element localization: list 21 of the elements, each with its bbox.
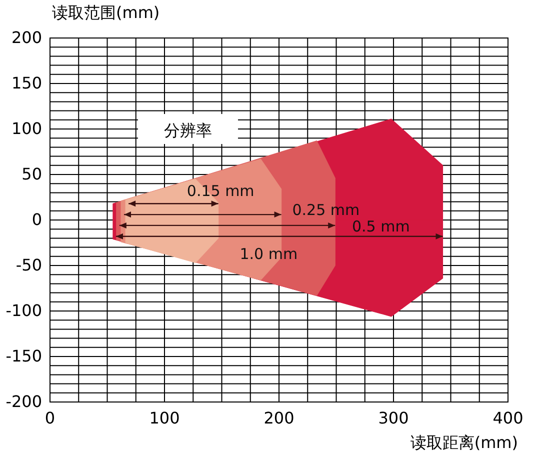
x-tick-label: 100 bbox=[149, 408, 180, 428]
x-tick-label: 0 bbox=[44, 408, 56, 428]
y-tick-label: 50 bbox=[22, 164, 42, 184]
annotation: 分辨率 bbox=[164, 121, 212, 140]
annotation: 1.0 mm bbox=[240, 244, 298, 263]
y-tick-label: 150 bbox=[11, 74, 42, 93]
y-tick-label: 200 bbox=[11, 28, 42, 48]
y-tick-label: 0 bbox=[32, 210, 42, 230]
x-tick-label: 400 bbox=[492, 408, 524, 428]
x-tick-label: 300 bbox=[378, 408, 409, 428]
y-tick-label: -150 bbox=[6, 346, 42, 366]
y-tick-label: 100 bbox=[11, 119, 42, 138]
y-tick-label: -200 bbox=[6, 392, 42, 412]
annotation: 0.25 mm bbox=[292, 201, 360, 220]
x-axis-title: 读取距离(mm) bbox=[410, 433, 518, 452]
y-axis-title: 读取范围(mm) bbox=[52, 3, 160, 22]
annotation: 0.15 mm bbox=[186, 182, 254, 200]
x-tick-label: 200 bbox=[264, 408, 294, 428]
y-tick-label: -50 bbox=[16, 256, 42, 275]
y-tick-label: -100 bbox=[6, 301, 42, 320]
annotation: 0.5 mm bbox=[352, 218, 410, 236]
